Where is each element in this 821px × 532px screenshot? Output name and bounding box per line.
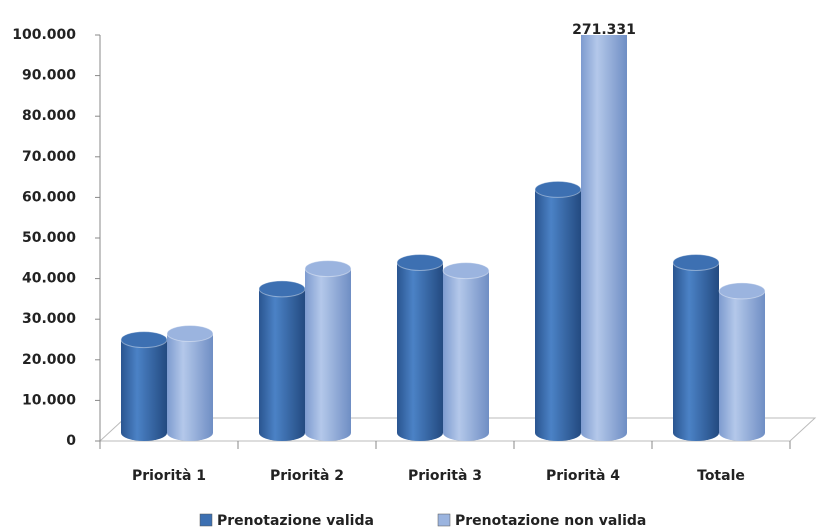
bar-top — [442, 262, 490, 280]
bar-top — [396, 253, 444, 271]
bar — [581, 35, 627, 441]
bar-top — [672, 253, 720, 271]
legend-swatch — [199, 513, 213, 527]
x-tick-label: Priorità 1 — [132, 468, 206, 484]
bar-top — [304, 260, 352, 278]
y-tick-label: 40.000 — [22, 271, 76, 287]
bar-body — [305, 268, 351, 433]
bar — [442, 262, 490, 441]
bar-body — [673, 262, 719, 433]
bar — [166, 325, 214, 441]
bar-top — [258, 280, 306, 298]
bar-body — [443, 270, 489, 433]
bar — [304, 260, 352, 441]
bar-body — [719, 290, 765, 433]
bar — [258, 280, 306, 441]
bar — [718, 282, 766, 441]
y-tick-label: 60.000 — [22, 189, 76, 205]
bar-body — [535, 189, 581, 433]
bar-body — [397, 262, 443, 433]
value-label: 271.331 — [572, 22, 636, 38]
x-tick-label: Priorità 3 — [408, 468, 482, 484]
bar-top — [718, 282, 766, 300]
y-tick-label: 30.000 — [22, 311, 76, 327]
floor — [98, 417, 817, 442]
y-tick-label: 0 — [66, 433, 76, 449]
legend-swatch — [437, 513, 451, 527]
bar-body — [121, 339, 167, 433]
y-tick-label: 50.000 — [22, 230, 76, 246]
legend-label: Prenotazione non valida — [455, 513, 646, 529]
x-tick-label: Priorità 2 — [270, 468, 344, 484]
bar — [120, 331, 168, 441]
x-tick-label: Totale — [697, 468, 745, 484]
x-tick-label: Priorità 4 — [546, 468, 620, 484]
y-tick-label: 70.000 — [22, 149, 76, 165]
y-tick-label: 10.000 — [22, 392, 76, 408]
y-tick-label: 100.000 — [12, 27, 76, 43]
bar-body — [167, 333, 213, 433]
bar-top — [534, 180, 582, 198]
bar — [672, 253, 720, 441]
bar-top — [166, 325, 214, 343]
bar — [396, 253, 444, 441]
y-tick-label: 20.000 — [22, 352, 76, 368]
legend-label: Prenotazione valida — [217, 513, 374, 529]
bar-body — [259, 288, 305, 433]
y-tick-label: 90.000 — [22, 68, 76, 84]
bar-top — [120, 331, 168, 349]
bar — [534, 180, 582, 441]
bar-body — [581, 35, 627, 433]
y-tick-label: 80.000 — [22, 108, 76, 124]
